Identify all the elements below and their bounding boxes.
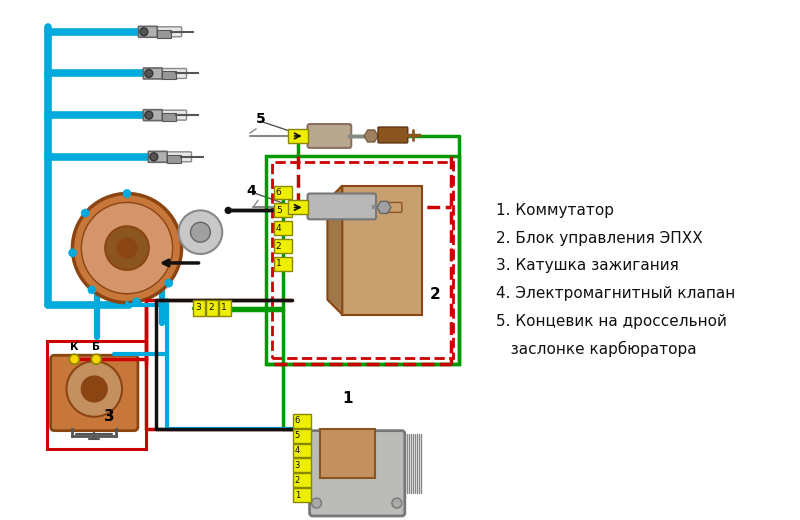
Bar <box>274 239 292 253</box>
Bar <box>272 162 454 358</box>
Text: 2: 2 <box>430 287 440 302</box>
Bar <box>46 341 146 449</box>
Polygon shape <box>342 186 422 315</box>
Text: 1. Коммутатор: 1. Коммутатор <box>496 203 614 218</box>
Text: 3: 3 <box>104 409 115 424</box>
Circle shape <box>91 354 102 364</box>
Text: 1: 1 <box>276 259 282 268</box>
Text: 4: 4 <box>246 184 256 198</box>
Bar <box>293 488 310 502</box>
Circle shape <box>123 190 131 198</box>
Circle shape <box>392 498 402 508</box>
Circle shape <box>226 207 231 213</box>
FancyBboxPatch shape <box>148 27 182 37</box>
Text: 3: 3 <box>195 303 202 312</box>
Text: 5: 5 <box>276 206 282 215</box>
Text: 4. Электромагнитный клапан: 4. Электромагнитный клапан <box>496 286 735 301</box>
Circle shape <box>105 226 149 270</box>
Circle shape <box>133 298 141 306</box>
Circle shape <box>73 193 182 303</box>
Text: 5. Концевик на дроссельной: 5. Концевик на дроссельной <box>496 314 727 329</box>
FancyBboxPatch shape <box>378 127 408 143</box>
Circle shape <box>140 28 148 36</box>
Circle shape <box>82 209 89 217</box>
Bar <box>274 203 292 217</box>
Circle shape <box>88 286 96 294</box>
FancyBboxPatch shape <box>158 152 191 162</box>
Text: 6: 6 <box>294 416 300 425</box>
Circle shape <box>190 222 210 242</box>
Circle shape <box>82 202 173 294</box>
Text: К: К <box>70 342 78 353</box>
Bar <box>293 459 310 472</box>
Circle shape <box>70 354 79 364</box>
Circle shape <box>311 498 322 508</box>
Bar <box>321 428 375 478</box>
Circle shape <box>165 279 173 287</box>
Text: 5: 5 <box>256 112 266 126</box>
FancyBboxPatch shape <box>307 193 376 219</box>
Bar <box>288 129 307 143</box>
Bar <box>206 300 218 316</box>
Text: Б: Б <box>92 342 100 353</box>
FancyBboxPatch shape <box>307 124 351 148</box>
Circle shape <box>69 249 77 257</box>
Circle shape <box>117 238 137 258</box>
Bar <box>266 156 459 364</box>
Text: заслонке карбюратора: заслонке карбюратора <box>496 341 697 357</box>
Circle shape <box>150 153 158 161</box>
Polygon shape <box>327 186 342 315</box>
Text: 2: 2 <box>276 242 282 251</box>
Bar <box>293 473 310 487</box>
Text: 1: 1 <box>222 303 227 312</box>
Circle shape <box>145 111 153 119</box>
Bar <box>157 30 170 38</box>
Text: 5: 5 <box>294 431 300 440</box>
Bar <box>274 186 292 200</box>
Bar <box>293 414 310 427</box>
FancyBboxPatch shape <box>310 431 405 516</box>
Text: 2: 2 <box>294 476 300 485</box>
Text: 4: 4 <box>294 446 300 455</box>
Bar <box>274 222 292 235</box>
Text: 2: 2 <box>208 303 214 312</box>
Bar <box>166 155 181 163</box>
Polygon shape <box>377 201 391 213</box>
Bar <box>293 444 310 458</box>
Circle shape <box>145 70 153 77</box>
Bar <box>219 300 231 316</box>
Bar <box>194 300 206 316</box>
Text: 1: 1 <box>294 491 300 500</box>
Circle shape <box>82 376 107 402</box>
Text: 3. Катушка зажигания: 3. Катушка зажигания <box>496 258 679 274</box>
FancyBboxPatch shape <box>138 27 158 37</box>
Bar <box>162 113 176 121</box>
Text: 1: 1 <box>342 392 353 407</box>
FancyBboxPatch shape <box>388 202 402 212</box>
FancyBboxPatch shape <box>153 69 186 79</box>
Circle shape <box>66 361 122 417</box>
FancyBboxPatch shape <box>148 151 167 162</box>
Circle shape <box>178 211 222 254</box>
Text: 3: 3 <box>294 461 300 470</box>
FancyBboxPatch shape <box>50 355 138 431</box>
Bar <box>162 71 176 80</box>
Text: 2. Блок управления ЭПХХ: 2. Блок управления ЭПХХ <box>496 231 703 245</box>
Polygon shape <box>364 130 378 142</box>
Text: 4: 4 <box>276 224 282 233</box>
Bar <box>274 257 292 271</box>
Bar <box>288 201 307 214</box>
FancyBboxPatch shape <box>143 110 162 121</box>
Bar <box>293 428 310 443</box>
FancyBboxPatch shape <box>143 68 162 79</box>
Text: 6: 6 <box>276 188 282 197</box>
FancyBboxPatch shape <box>153 110 186 120</box>
